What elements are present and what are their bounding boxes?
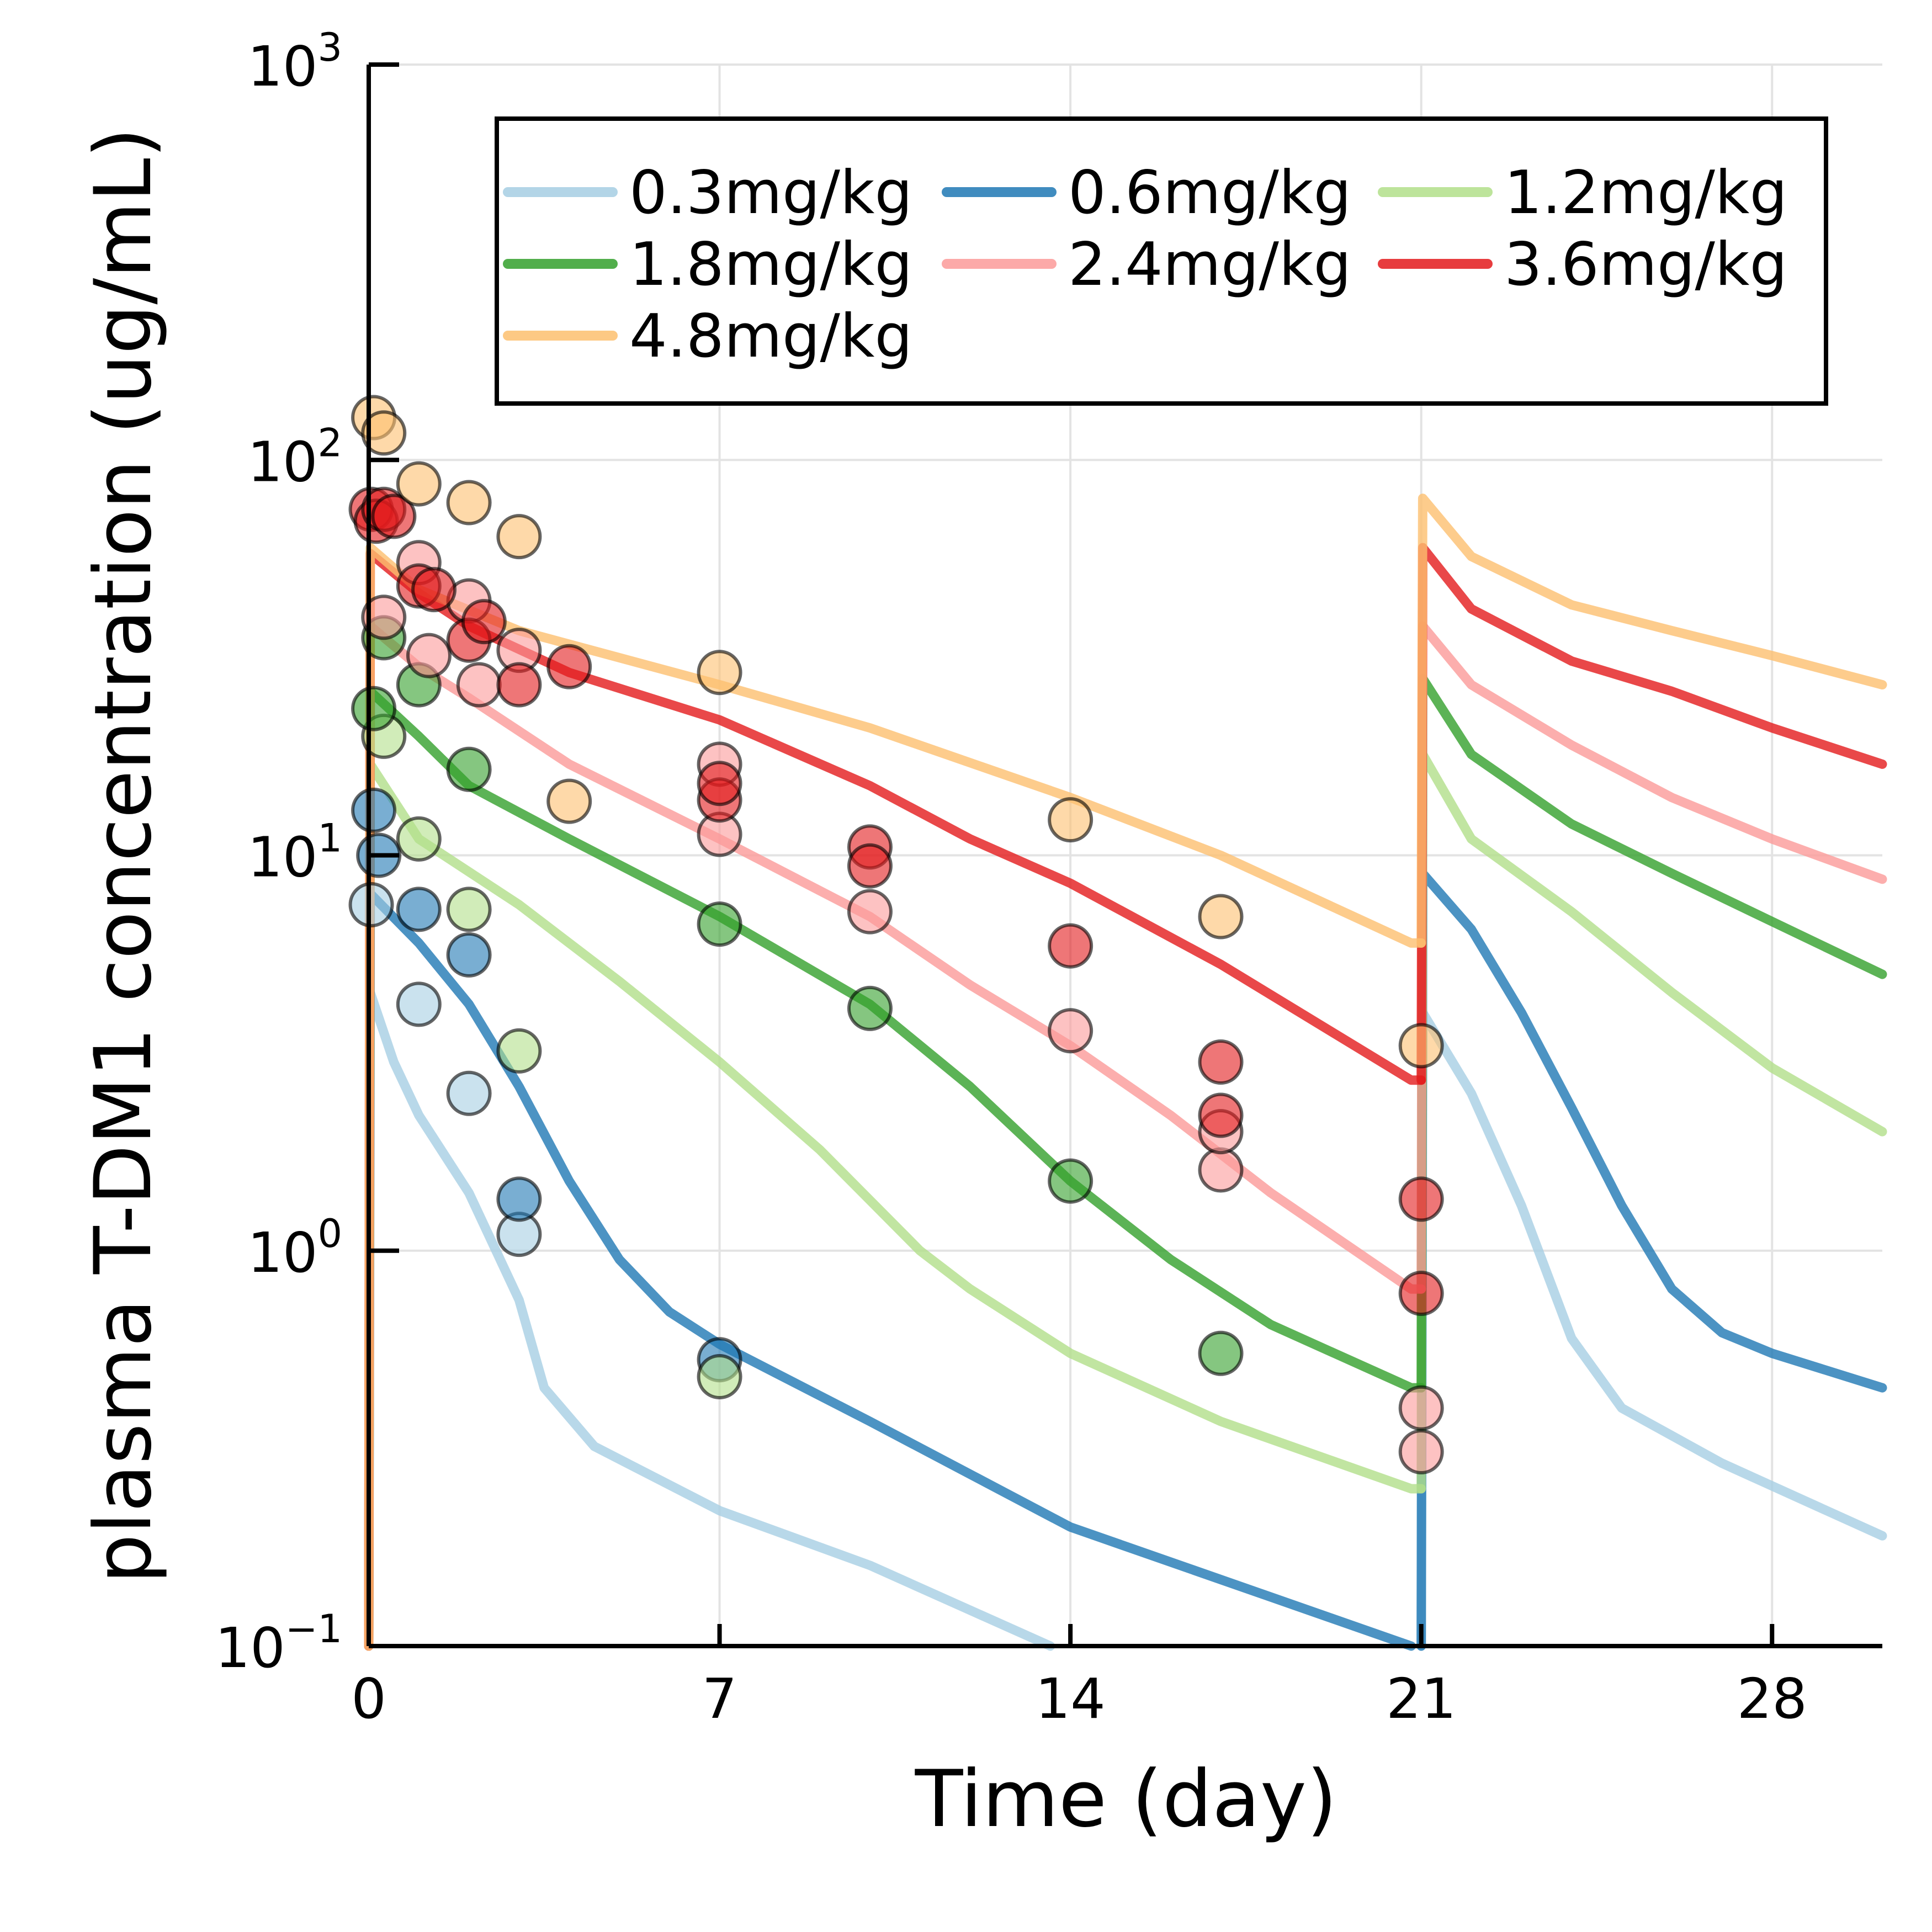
data-point-2 xyxy=(697,1354,742,1400)
data-point-5 xyxy=(1398,1271,1444,1317)
x-tick-label: 0 xyxy=(351,1666,386,1731)
data-point-1 xyxy=(351,787,397,833)
data-point-5 xyxy=(1048,923,1094,969)
data-point-4 xyxy=(406,633,452,678)
data-point-5 xyxy=(496,662,542,708)
data-point-5 xyxy=(1198,1039,1244,1085)
data-point-4 xyxy=(361,595,407,640)
data-point-4 xyxy=(456,662,502,708)
data-point-3 xyxy=(847,985,893,1031)
data-point-3 xyxy=(697,901,742,947)
data-point-5 xyxy=(411,567,457,613)
legend-label-5: 3.6mg/kg xyxy=(1504,230,1787,299)
ticks: 0 7 14 21 28 10−1 100 101 102 103 xyxy=(215,25,1807,1731)
data-point-6 xyxy=(396,461,442,507)
data-point-4 xyxy=(847,889,893,935)
data-point-1 xyxy=(496,1176,542,1222)
data-point-5 xyxy=(847,843,893,889)
y-tick-label: 103 xyxy=(247,25,342,99)
data-point-6 xyxy=(1398,1023,1444,1069)
series-line-dose2-0 xyxy=(1416,1008,1887,1651)
data-point-6 xyxy=(361,410,407,456)
y-tick-label: 100 xyxy=(247,1211,342,1285)
data-point-4 xyxy=(1048,1008,1094,1054)
legend-box xyxy=(495,116,1828,406)
data-point-5 xyxy=(546,644,592,689)
data-point-4 xyxy=(1398,1429,1444,1475)
series-line-4 xyxy=(364,621,1426,1651)
data-point-4 xyxy=(1398,1385,1444,1431)
x-tick-label: 7 xyxy=(702,1666,737,1731)
data-point-5 xyxy=(1198,1092,1244,1138)
data-point-6 xyxy=(496,514,542,560)
y-tick-label: 102 xyxy=(247,420,342,494)
x-tick-label: 21 xyxy=(1386,1666,1456,1731)
data-point-5 xyxy=(371,493,417,539)
legend-label-3: 1.8mg/kg xyxy=(629,230,912,299)
series-line-dose2-6 xyxy=(1416,493,1887,948)
data-point-1 xyxy=(396,887,442,932)
data-point-0 xyxy=(446,1070,492,1116)
legend-label-2: 1.2mg/kg xyxy=(1504,158,1787,227)
data-point-5 xyxy=(461,599,507,645)
legend-label-0: 0.3mg/kg xyxy=(629,158,912,227)
x-tick-label: 14 xyxy=(1036,1666,1106,1731)
data-point-6 xyxy=(697,650,742,696)
x-tick-label: 28 xyxy=(1737,1666,1807,1731)
data-point-3 xyxy=(1048,1158,1094,1204)
series-line-dose2-1 xyxy=(1416,868,1887,1651)
data-point-4 xyxy=(1198,1147,1244,1193)
data-point-0 xyxy=(396,981,442,1027)
data-point-5 xyxy=(697,761,742,806)
data-point-3 xyxy=(351,686,397,731)
data-point-2 xyxy=(446,887,492,932)
series-line-1 xyxy=(364,889,1416,1651)
data-point-6 xyxy=(546,778,592,824)
data-point-0 xyxy=(348,882,394,927)
y-axis-label: plasma T-DM1 concentration (ug/mL) xyxy=(78,128,169,1584)
series-line-3 xyxy=(364,686,1426,1651)
legend-label-1: 0.6mg/kg xyxy=(1068,158,1351,227)
legend: 0.3mg/kg 0.6mg/kg 1.2mg/kg 1.8mg/kg 2.4mg/kg… xyxy=(495,116,1828,406)
series-points xyxy=(348,395,1444,1475)
data-point-2 xyxy=(396,816,442,862)
data-point-6 xyxy=(1198,894,1244,940)
data-point-1 xyxy=(446,932,492,978)
series-lines xyxy=(364,493,1887,1651)
data-point-2 xyxy=(496,1028,542,1074)
legend-label-4: 2.4mg/kg xyxy=(1068,230,1351,299)
data-point-5 xyxy=(1398,1176,1444,1222)
legend-label-6: 4.8mg/kg xyxy=(629,302,912,371)
data-point-6 xyxy=(446,480,492,526)
data-point-3 xyxy=(1198,1330,1244,1376)
x-axis-label: Time (day) xyxy=(915,1754,1337,1845)
data-point-6 xyxy=(1048,797,1094,843)
y-tick-label: 10−1 xyxy=(215,1606,342,1680)
data-point-3 xyxy=(446,746,492,792)
series-line-6 xyxy=(364,543,1426,1651)
series-line-0 xyxy=(364,988,1055,1651)
y-tick-label: 101 xyxy=(247,816,342,890)
